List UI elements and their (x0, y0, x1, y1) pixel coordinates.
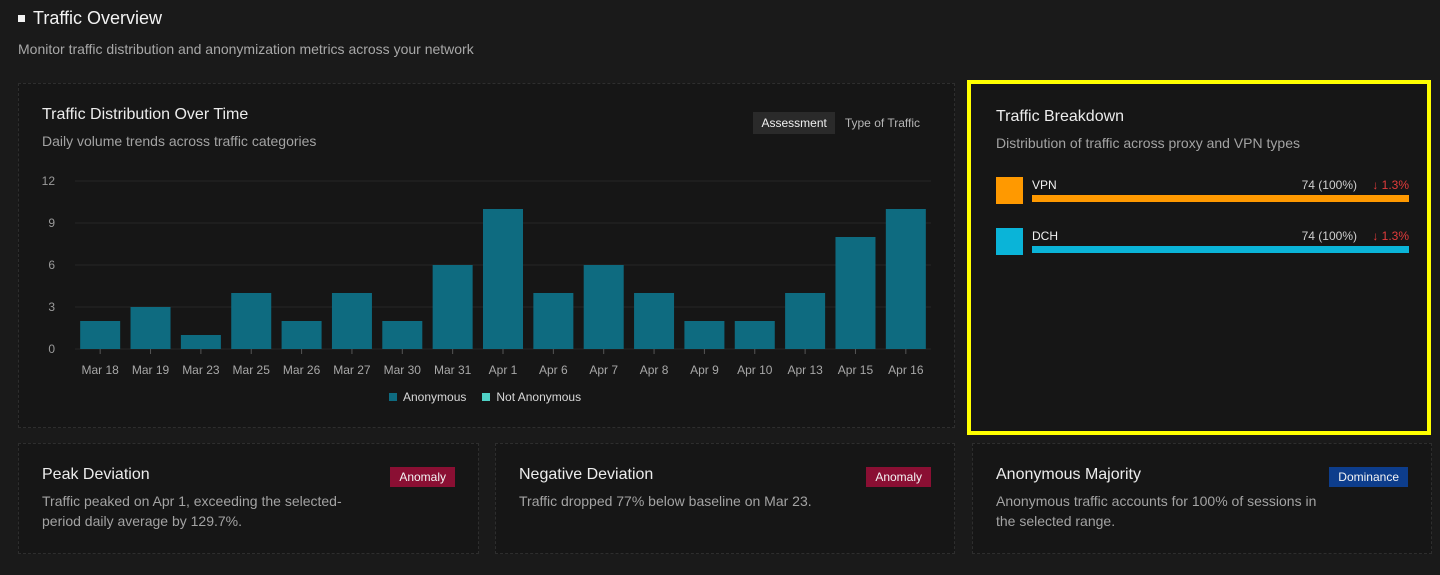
bar-apr-15 (835, 237, 876, 349)
vpn-progress-bar (1032, 195, 1409, 202)
distribution-title: Traffic Distribution Over Time (42, 106, 249, 123)
breakdown-subtitle: Distribution of traffic across proxy and… (996, 135, 1300, 151)
vpn-label: VPN (1032, 178, 1057, 192)
bar-apr-1 (483, 209, 523, 349)
bar-mar-26 (281, 321, 322, 349)
legend-swatch-anonymous (389, 393, 397, 401)
traffic-distribution-card: Traffic Distribution Over Time Daily vol… (18, 83, 955, 428)
negative-anomaly-badge: Anomaly (866, 467, 931, 487)
x-tick-label: Mar 31 (434, 363, 472, 377)
view-toggle: Assessment Type of Traffic (753, 112, 928, 134)
traffic-breakdown-card: Traffic Breakdown Distribution of traffi… (967, 80, 1431, 435)
title-square-icon (18, 15, 25, 22)
x-tick-label: Mar 26 (283, 363, 321, 377)
distribution-subtitle: Daily volume trends across traffic categ… (42, 133, 317, 149)
chart-legend: Anonymous Not Anonymous (389, 390, 581, 404)
bar-apr-6 (533, 293, 574, 349)
y-tick-label: 0 (48, 342, 55, 356)
anonymous-title: Anonymous Majority (996, 466, 1141, 483)
bar-apr-10 (734, 321, 775, 349)
breakdown-title: Traffic Breakdown (996, 108, 1125, 125)
x-tick-label: Mar 30 (384, 363, 422, 377)
negative-text: Traffic dropped 77% below baseline on Ma… (519, 493, 812, 509)
dch-swatch (996, 228, 1023, 255)
dominance-badge: Dominance (1329, 467, 1408, 487)
y-tick-label: 3 (48, 300, 55, 314)
breakdown-row-vpn[interactable]: VPN 74 (100%) ↓ 1.3% (996, 177, 1409, 205)
peak-anomaly-badge: Anomaly (390, 467, 455, 487)
dch-progress-bar (1032, 246, 1409, 253)
bar-mar-31 (432, 265, 473, 349)
x-tick-label: Apr 1 (489, 363, 518, 377)
bar-apr-16 (885, 209, 926, 349)
x-tick-label: Apr 7 (589, 363, 618, 377)
bar-apr-9 (684, 321, 725, 349)
peak-text: Traffic peaked on Apr 1, exceeding the s… (42, 493, 342, 529)
vpn-swatch (996, 177, 1023, 204)
dch-label: DCH (1032, 229, 1058, 243)
bar-apr-8 (634, 293, 675, 349)
breakdown-row-dch[interactable]: DCH 74 (100%) ↓ 1.3% (996, 228, 1409, 256)
legend-label-anonymous: Anonymous (403, 390, 467, 404)
bar-mar-23 (180, 335, 221, 349)
legend-item-not-anonymous[interactable]: Not Anonymous (482, 390, 581, 404)
bar-apr-7 (583, 265, 624, 349)
x-tick-label: Mar 18 (81, 363, 119, 377)
anonymous-text: Anonymous traffic accounts for 100% of s… (996, 493, 1317, 529)
peak-deviation-card: Peak Deviation Anomaly Traffic peaked on… (18, 443, 479, 554)
x-tick-label: Mar 25 (233, 363, 271, 377)
toggle-assessment[interactable]: Assessment (753, 112, 835, 134)
anonymous-majority-card: Anonymous Majority Dominance Anonymous t… (972, 443, 1432, 554)
peak-title: Peak Deviation (42, 466, 150, 483)
negative-deviation-card: Negative Deviation Anomaly Traffic dropp… (495, 443, 955, 554)
page-title: Traffic Overview (18, 8, 162, 29)
vpn-delta: ↓ 1.3% (1372, 178, 1409, 192)
y-tick-label: 9 (48, 216, 55, 230)
traffic-bar-chart: 0 3 6 9 12 Mar 18 Mar 19 Mar 23 Mar 25 Mar 26 Mar … (42, 174, 931, 377)
page-title-text: Traffic Overview (33, 8, 163, 28)
x-tick-label: Mar 23 (182, 363, 220, 377)
legend-swatch-not-anonymous (482, 393, 491, 401)
legend-item-anonymous[interactable]: Anonymous (389, 390, 466, 404)
vpn-value: 74 (100%) (1301, 178, 1357, 192)
bar-mar-18 (80, 321, 121, 349)
dch-value: 74 (100%) (1301, 229, 1357, 243)
toggle-type-of-traffic[interactable]: Type of Traffic (844, 116, 920, 130)
legend-label-not-anonymous: Not Anonymous (496, 390, 582, 404)
dch-delta: ↓ 1.3% (1372, 229, 1409, 243)
bar-mar-30 (382, 321, 423, 349)
x-tick-label: Mar 19 (132, 363, 170, 377)
x-tick-label: Apr 13 (787, 363, 823, 377)
y-tick-label: 12 (42, 174, 56, 188)
bar-apr-13 (785, 293, 826, 349)
x-tick-label: Apr 15 (838, 363, 874, 377)
x-tick-label: Apr 10 (737, 363, 773, 377)
y-tick-label: 6 (48, 258, 55, 272)
bar-mar-19 (130, 307, 171, 349)
bar-mar-27 (331, 293, 372, 349)
x-tick-label: Apr 9 (690, 363, 719, 377)
page-subtitle: Monitor traffic distribution and anonymi… (18, 41, 474, 57)
bar-mar-25 (231, 293, 272, 349)
x-tick-label: Apr 8 (640, 363, 669, 377)
x-tick-label: Apr 6 (539, 363, 568, 377)
x-tick-label: Mar 27 (333, 363, 371, 377)
x-tick-label: Apr 16 (888, 363, 924, 377)
negative-title: Negative Deviation (519, 466, 654, 483)
